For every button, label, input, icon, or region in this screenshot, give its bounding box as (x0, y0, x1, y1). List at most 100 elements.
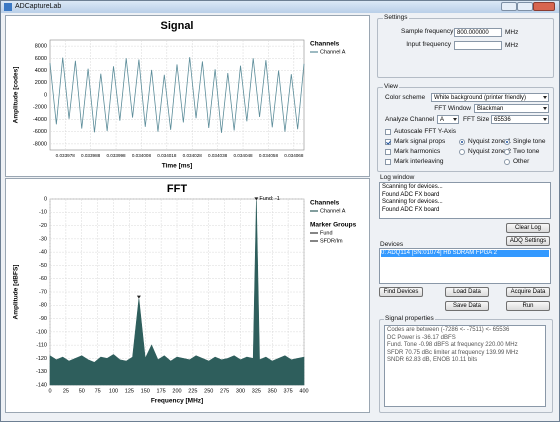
view-group (377, 87, 554, 172)
y-tick-label: 0 (44, 196, 47, 202)
legend-label: Channel A (320, 208, 346, 214)
group-title: Signal properties (384, 315, 435, 322)
y-tick-label: -90 (39, 316, 47, 322)
section-label: Log window (380, 174, 415, 181)
chart-title: Signal (160, 20, 193, 32)
x-tick-label: 0.034068 (284, 153, 304, 158)
group-title: Settings (383, 14, 409, 21)
y-axis-title: Amplitude [codes] (13, 67, 20, 124)
y-tick-label: -140 (36, 382, 47, 388)
maximize-button[interactable] (517, 2, 533, 11)
checkbox[interactable] (385, 149, 391, 155)
radio-button[interactable] (504, 149, 510, 155)
radio-button[interactable] (504, 159, 510, 165)
x-tick-label: 300 (236, 388, 245, 394)
text-line: Found ADC FX board (382, 191, 440, 198)
fft-size-select[interactable]: 65536 (491, 115, 549, 124)
signal-chart: Signal 8000 6000 4000 2000 0 -2000 -4000 -6000 -8… (5, 15, 370, 177)
y-tick-label: -120 (36, 356, 47, 362)
save-data-button[interactable]: Save Data (445, 301, 489, 311)
radio-button[interactable] (459, 139, 465, 145)
series-line (49, 57, 305, 133)
y-tick-label: 4000 (35, 68, 47, 74)
y-tick-label: -110 (36, 343, 47, 349)
marker-label: Fund: -1 (259, 196, 279, 202)
x-tick-label: 50 (79, 388, 85, 394)
x-tick-label: 25 (63, 388, 69, 394)
x-tick-label: 175 (157, 388, 166, 394)
fft-chart: FFT 0 -10 -20 -30 -40 -50 -60 -70 -80 -90 -100 -110 -… (5, 178, 370, 413)
radio-button[interactable] (459, 149, 465, 155)
unit-label: MHz (505, 42, 519, 49)
sample-frequency-input[interactable]: 800.000000 (454, 28, 502, 37)
radio-button[interactable] (504, 139, 510, 145)
option-label: Mark harmonics (394, 148, 441, 155)
field-label: Analyze Channel (385, 116, 435, 123)
color-scheme-select[interactable]: White background (printer friendly) (431, 93, 549, 102)
x-tick-label: 125 (125, 388, 134, 394)
marker (136, 295, 141, 299)
x-tick-label: 400 (299, 388, 308, 394)
option-label: Other (513, 158, 530, 165)
y-tick-label: -4000 (33, 117, 47, 123)
device-list: 0: ADQ114 [SN:01074] Hb SDRAM FPGA 2 (379, 248, 551, 284)
x-tick-label: 0 (48, 388, 51, 394)
minimize-button[interactable] (501, 2, 517, 11)
input-frequency-input[interactable] (454, 41, 502, 50)
y-tick-label: -2000 (33, 105, 47, 111)
legend-label: Channel A (320, 49, 346, 55)
section-label: Devices (380, 241, 404, 248)
y-tick-label: -70 (39, 289, 47, 295)
x-tick-label: 0.034028 (183, 153, 203, 158)
y-tick-label: -8000 (33, 141, 47, 147)
x-tick-label: 350 (268, 388, 277, 394)
option-label: Two tone (513, 148, 540, 155)
text-line: Scanning for devices... (382, 184, 443, 190)
y-tick-label: -100 (36, 329, 47, 335)
x-tick-label: 0.033978 (56, 153, 76, 158)
text-line: Found ADC FX board (382, 206, 440, 213)
text-line: DC Power is -36.17 dBFS (387, 334, 456, 341)
channel-select[interactable]: A (437, 115, 459, 124)
clear-log-button[interactable]: Clear Log (506, 223, 550, 233)
x-tick-label: 275 (220, 388, 229, 394)
y-tick-label: -60 (39, 276, 47, 282)
option-label: Autoscale FFT Y-Axis (394, 128, 457, 135)
x-tick-label: 0.034058 (259, 153, 279, 158)
text-line: SNDR 62.83 dB, ENOB 10.11 bits (387, 357, 478, 363)
y-tick-label: -40 (39, 250, 47, 256)
app-icon (4, 3, 12, 11)
x-tick-label: 0.033998 (106, 153, 126, 158)
checkbox[interactable] (385, 159, 391, 165)
checkbox[interactable] (385, 129, 391, 135)
x-tick-label: 0.033988 (81, 153, 101, 158)
series-area (49, 200, 305, 386)
fft-window-select[interactable]: Blackman (474, 104, 549, 113)
settings-group (377, 18, 554, 78)
text-line: Scanning for devices... (382, 199, 443, 205)
find-devices-button[interactable]: Find Devices (379, 287, 423, 297)
close-button[interactable] (533, 2, 555, 11)
y-tick-label: -80 (39, 303, 47, 309)
option-label: Nyquist zone 2 (468, 148, 511, 155)
x-tick-label: 75 (95, 388, 101, 394)
field-label: FFT Size (463, 116, 490, 123)
checkbox[interactable] (385, 139, 391, 145)
run-button[interactable]: Run (506, 301, 550, 311)
option-label: Single tone (513, 138, 546, 145)
text-line: SFDR 70.75 dBc limiter at frequency 139.… (387, 349, 519, 356)
y-tick-label: 0 (44, 92, 47, 98)
load-data-button[interactable]: Load Data (445, 287, 489, 297)
x-tick-label: 100 (109, 388, 118, 394)
acquire-data-button[interactable]: Acquire Data (506, 287, 550, 297)
check-mark (386, 139, 391, 145)
legend-title: Marker Groups (310, 222, 357, 229)
device-item[interactable]: 0: ADQ114 [SN:01074] Hb SDRAM FPGA 2 (381, 250, 549, 257)
y-tick-label: 2000 (35, 80, 47, 86)
adq-settings-button[interactable]: ADQ Settings (506, 236, 550, 246)
x-tick-label: 0.034018 (157, 153, 177, 158)
option-label: Nyquist zone 1 (468, 138, 511, 145)
field-label: Color scheme (385, 94, 426, 101)
